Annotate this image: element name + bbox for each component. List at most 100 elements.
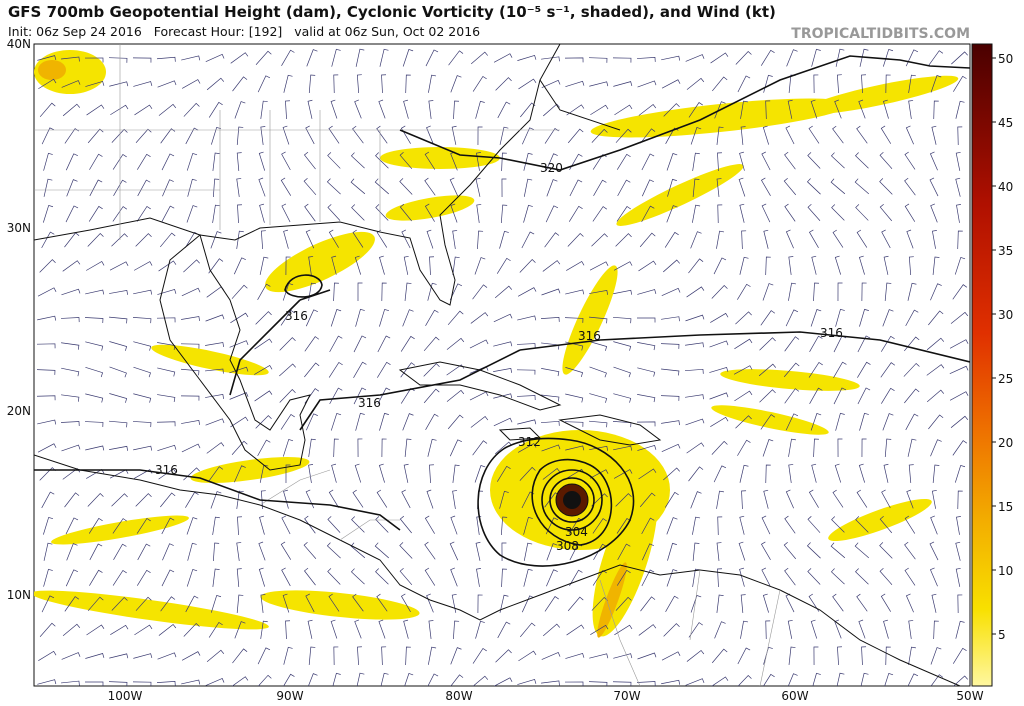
wind-barb — [564, 57, 584, 63]
wind-barb — [208, 621, 223, 638]
wind-barb — [112, 206, 128, 222]
wind-barb — [399, 515, 412, 534]
wind-barb — [259, 256, 269, 275]
wind-barb — [761, 203, 771, 223]
wind-barb — [379, 308, 390, 327]
wind-barb — [660, 343, 680, 349]
wind-barb — [132, 681, 152, 686]
wind-barb — [521, 231, 535, 249]
wind-barb — [160, 492, 176, 508]
wind-barb — [424, 151, 436, 170]
wind-barb — [205, 394, 224, 399]
wind-barb — [450, 647, 462, 665]
wind-barb — [427, 646, 437, 665]
wind-barb — [542, 468, 561, 480]
wind-barb — [588, 681, 608, 686]
wind-barb — [255, 415, 272, 429]
wind-barb — [833, 387, 847, 405]
wind-barb — [613, 393, 632, 403]
wind-barb — [931, 489, 937, 509]
wind-barb — [541, 651, 561, 660]
wind-barb — [713, 465, 727, 483]
wind-barb — [517, 54, 537, 61]
wind-barb — [133, 341, 152, 351]
wind-barb — [447, 310, 464, 326]
wind-barb — [180, 343, 200, 349]
borders — [34, 44, 781, 686]
wind-barb — [931, 593, 937, 613]
wind-barb — [709, 367, 729, 373]
wind-barb — [738, 541, 746, 561]
colorbar — [971, 43, 993, 687]
contour-label: 312 — [518, 435, 541, 449]
wind-barb — [85, 341, 104, 351]
wind-barb — [565, 393, 584, 403]
wind-barb — [38, 78, 57, 90]
wind-barb — [425, 309, 439, 326]
wind-barb — [208, 466, 224, 482]
wind-barb — [402, 413, 414, 431]
wind-barb — [761, 567, 771, 587]
wind-barb — [741, 230, 747, 250]
wind-barb — [399, 542, 413, 559]
wind-barb — [108, 681, 128, 686]
wind-barb — [450, 515, 458, 535]
wind-barb — [328, 593, 340, 612]
wind-barb — [257, 674, 272, 686]
wind-barb — [541, 680, 560, 686]
wind-barb — [428, 620, 434, 639]
wind-barb — [400, 125, 411, 144]
wind-barb — [158, 103, 177, 116]
wind-barb — [765, 256, 771, 276]
wind-barb — [283, 74, 293, 93]
wind-barb — [544, 232, 560, 248]
wind-barb — [375, 568, 389, 585]
wind-barb — [403, 463, 409, 483]
wind-barb — [835, 308, 845, 327]
wind-barb — [717, 152, 722, 172]
wind-barb — [38, 650, 57, 661]
wind-barb — [283, 646, 293, 665]
wind-barb — [638, 468, 657, 480]
wind-barb — [356, 74, 362, 94]
wind-barb — [930, 75, 942, 93]
colorbar-tick-label: 40 — [998, 180, 1013, 194]
wind-barb — [257, 75, 271, 93]
contour-label: 320 — [540, 161, 563, 175]
wind-barb — [134, 624, 153, 636]
wind-barb — [884, 672, 894, 686]
wind-barb — [523, 204, 533, 223]
wind-barb — [449, 177, 459, 197]
wind-barb — [187, 178, 197, 197]
wind-barb — [476, 204, 482, 223]
wind-barb — [641, 153, 655, 171]
wind-barb — [357, 438, 363, 458]
wind-barb — [806, 178, 821, 195]
wind-barb — [930, 283, 942, 301]
wind-barb — [905, 593, 914, 613]
wind-barb — [380, 672, 389, 686]
wind-barb — [161, 569, 175, 587]
wind-barb — [333, 646, 339, 666]
wind-barb — [428, 74, 437, 93]
wind-barb — [690, 491, 702, 509]
wind-barb — [424, 177, 436, 196]
wind-barb — [517, 287, 537, 297]
wind-barb — [737, 439, 751, 456]
wind-barb — [954, 464, 966, 483]
wind-barb — [133, 289, 153, 295]
wind-barb — [133, 261, 153, 271]
wind-barb — [957, 126, 963, 146]
wind-barb — [330, 412, 342, 431]
wind-barb — [327, 516, 341, 533]
wind-barb — [156, 680, 176, 686]
wind-barb — [306, 413, 318, 431]
wind-barb — [61, 342, 80, 350]
wind-barb — [39, 102, 56, 118]
wind-barb — [257, 439, 271, 457]
wind-barb — [230, 416, 249, 428]
wind-barb — [88, 517, 103, 534]
wind-barb — [883, 463, 889, 483]
wind-barb — [472, 440, 488, 456]
